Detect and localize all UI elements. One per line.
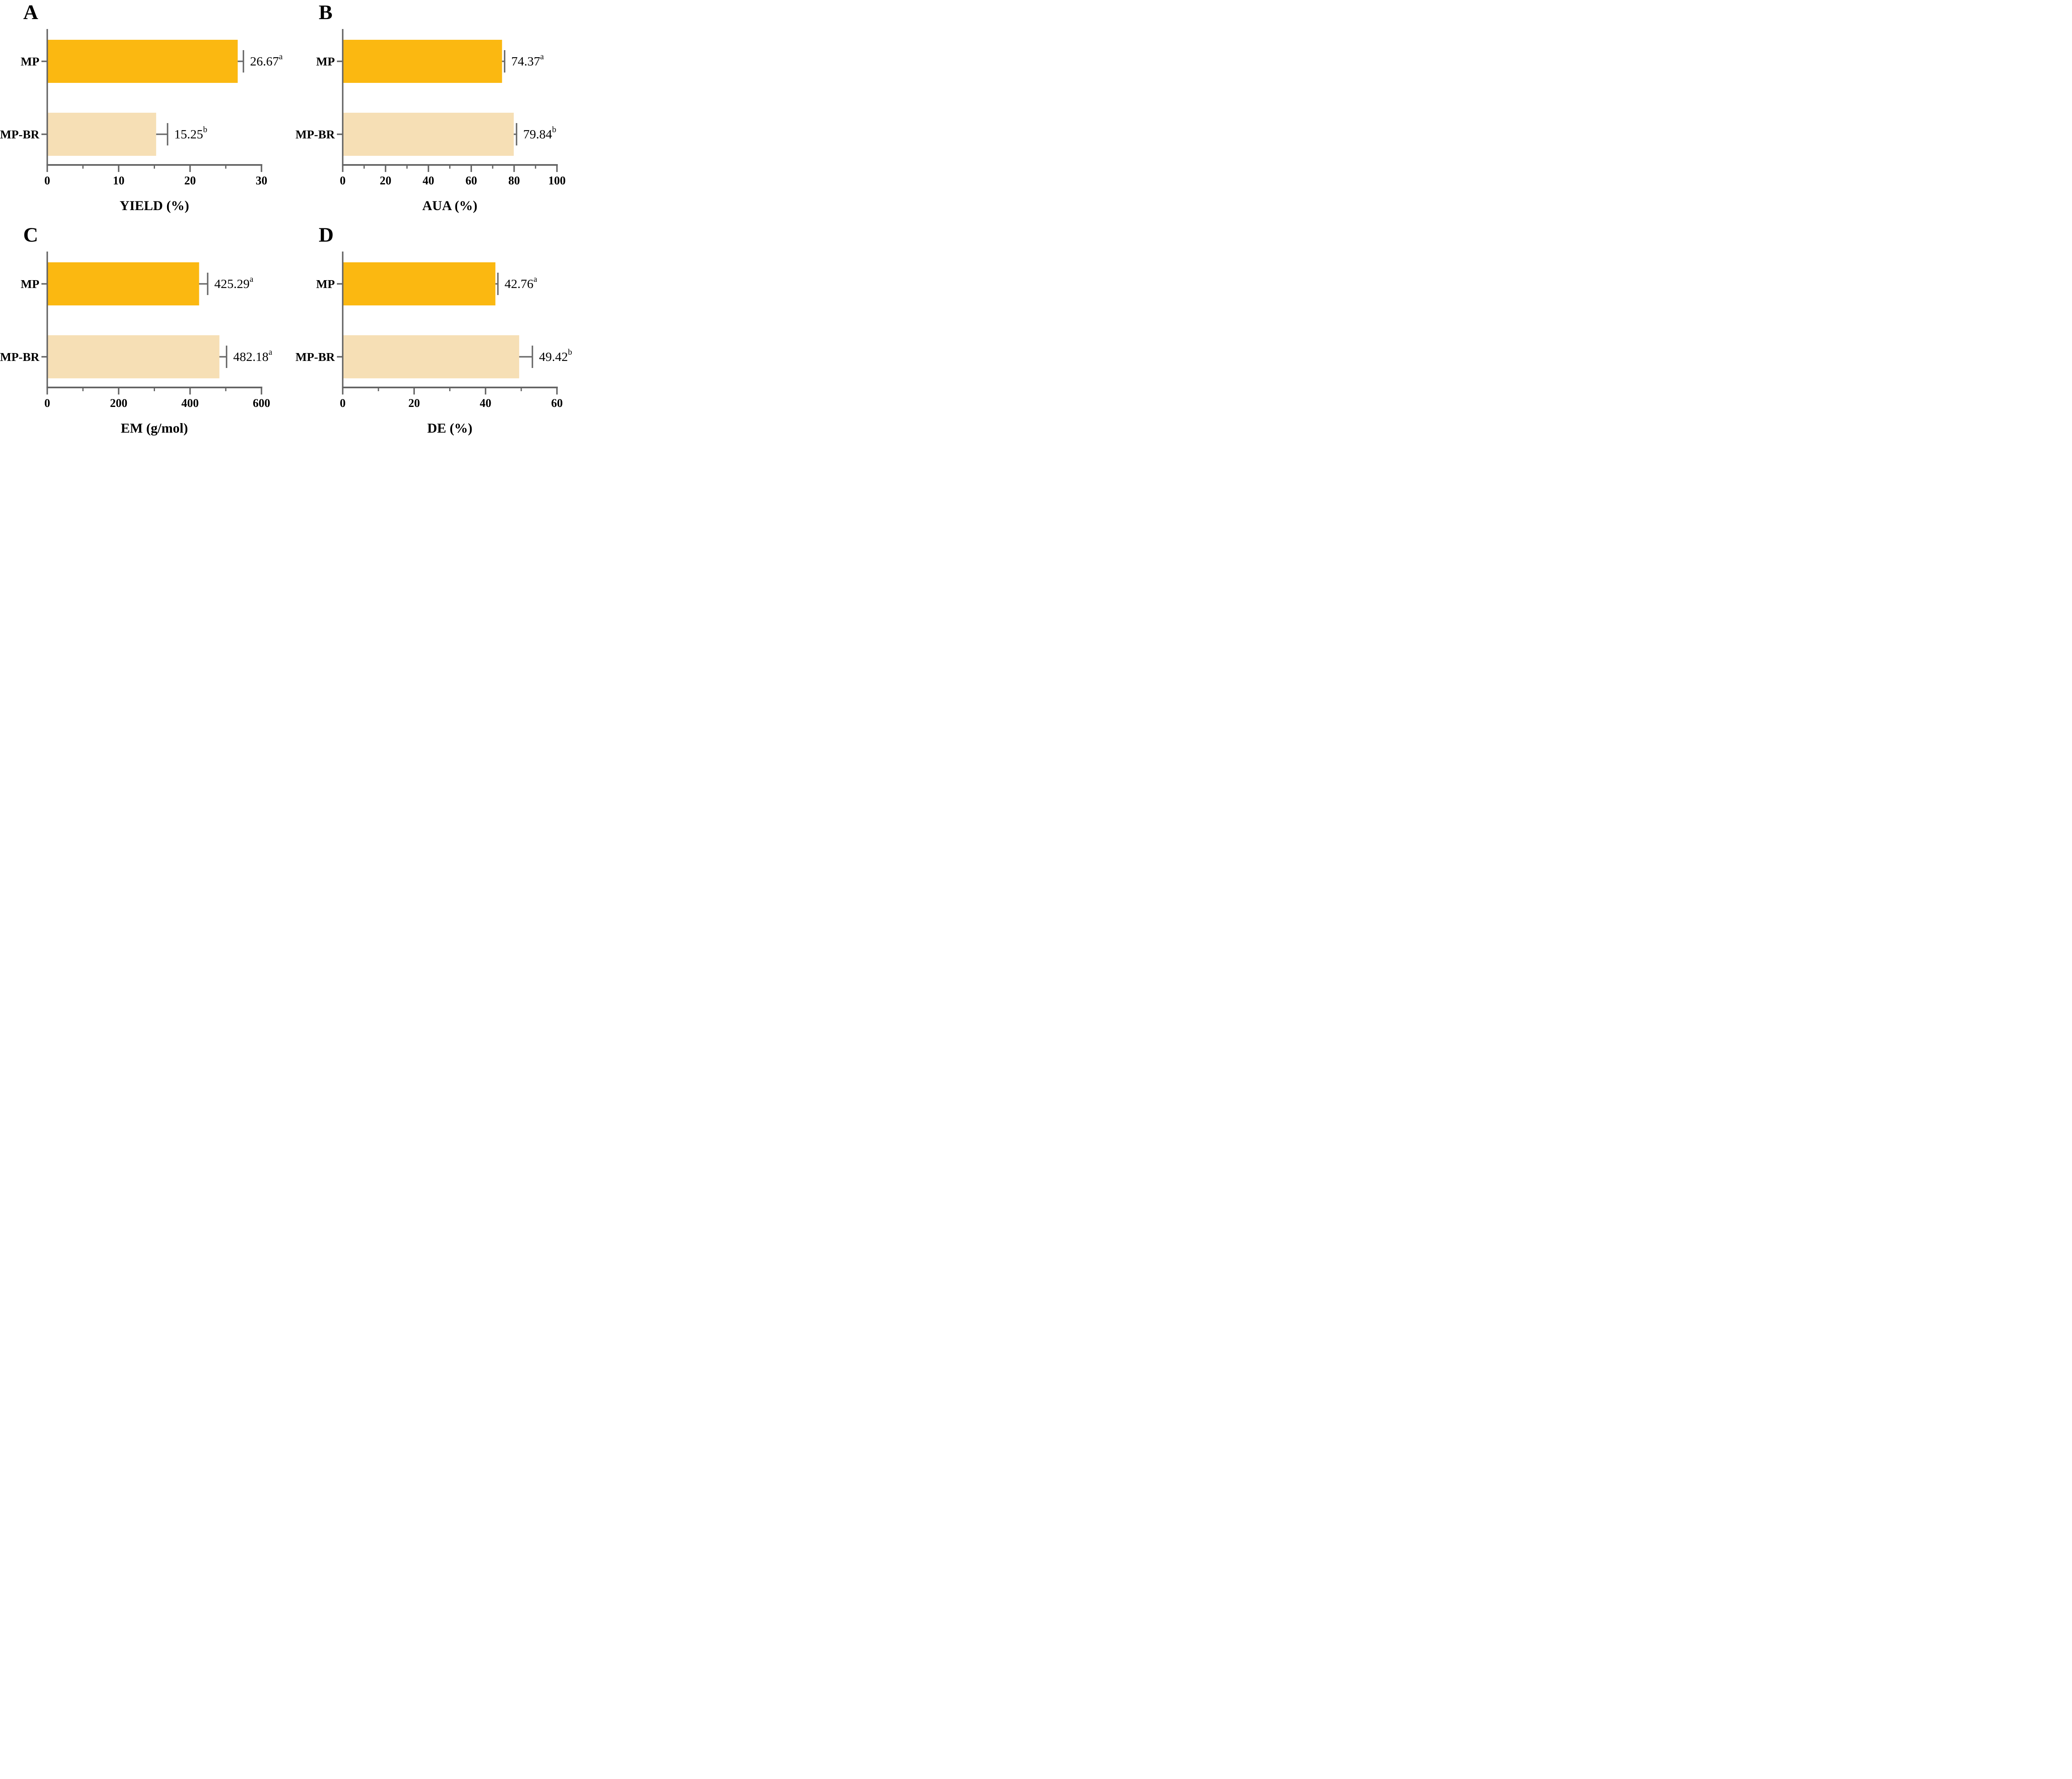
value-label-MP-BR: 79.84b xyxy=(523,125,556,141)
panel-b-letter: B xyxy=(319,0,333,24)
x-tick-label: 60 xyxy=(551,397,563,410)
category-label-MP: MP xyxy=(21,278,39,291)
x-tick-label: 200 xyxy=(110,397,127,410)
bar-MP xyxy=(47,262,199,305)
panel-a-plot: 0 10 20 30 MP MP-BR 26.67a 15.25b YIELD (%) xyxy=(0,29,283,213)
x-axis-title: EM (g/mol) xyxy=(121,421,188,436)
x-tick-label: 600 xyxy=(253,397,270,410)
panel-b-plot: 0 20 40 60 80 100 MP MP-BR 74.37a 79.84b AUA (%) xyxy=(295,29,566,213)
category-label-MP-BR: MP-BR xyxy=(295,128,335,141)
category-label-MP-BR: MP-BR xyxy=(0,128,40,141)
category-label-MP-BR: MP-BR xyxy=(0,351,40,364)
panel-c-letter: C xyxy=(23,223,39,246)
x-tick-label: 60 xyxy=(465,174,477,187)
x-tick-label: 80 xyxy=(508,174,520,187)
value-label-MP-BR: 482.18a xyxy=(233,348,272,364)
x-axis-title: YIELD (%) xyxy=(120,198,189,213)
x-tick-label: 0 xyxy=(340,397,346,410)
panel-d-letter: D xyxy=(319,223,334,246)
figure-grid: A 0 10 20 30 MP MP-BR 26.67a 15.25b YIELD (%) B … xyxy=(0,0,591,445)
bar-MP xyxy=(343,40,502,83)
value-label-MP: 74.37a xyxy=(511,52,544,68)
panel-a-letter: A xyxy=(23,0,39,24)
x-tick-label: 40 xyxy=(480,397,491,410)
panel-b: B 0 20 40 60 80 100 MP MP-BR 74.37a 79.84b AUA (%) xyxy=(295,0,591,223)
category-label-MP: MP xyxy=(21,55,39,68)
category-label-MP: MP xyxy=(316,278,335,291)
x-tick-label: 100 xyxy=(548,174,566,187)
panel-d: D 0 20 40 60 MP MP-BR 42.76a 49.42b DE (%) xyxy=(295,223,591,445)
bar-MP xyxy=(47,40,238,83)
panel-c: C 0 200 400 600 MP MP-BR 425.29a 482.18a EM (g/m… xyxy=(0,223,295,445)
x-tick-label: 20 xyxy=(408,397,420,410)
bar-MP xyxy=(343,262,496,305)
x-tick-label: 10 xyxy=(113,174,124,187)
value-label-MP-BR: 15.25b xyxy=(174,125,207,141)
value-label-MP: 26.67a xyxy=(250,52,283,68)
x-tick-label: 0 xyxy=(44,397,50,410)
x-tick-label: 400 xyxy=(182,397,199,410)
x-tick-label: 30 xyxy=(256,174,267,187)
x-tick-label: 20 xyxy=(380,174,391,187)
bar-MP-BR xyxy=(47,335,220,378)
x-tick-label: 0 xyxy=(340,174,346,187)
panel-d-plot: 0 20 40 60 MP MP-BR 42.76a 49.42b DE (%) xyxy=(295,252,572,436)
x-tick-label: 40 xyxy=(423,174,434,187)
x-axis-title: AUA (%) xyxy=(422,198,477,213)
bar-MP-BR xyxy=(343,335,519,378)
x-axis-title: DE (%) xyxy=(427,421,472,436)
value-label-MP: 42.76a xyxy=(504,275,537,291)
value-label-MP: 425.29a xyxy=(214,275,253,291)
panel-a: A 0 10 20 30 MP MP-BR 26.67a 15.25b YIELD (%) xyxy=(0,0,295,223)
category-label-MP: MP xyxy=(316,55,335,68)
x-tick-label: 20 xyxy=(184,174,196,187)
value-label-MP-BR: 49.42b xyxy=(539,348,572,364)
bar-MP-BR xyxy=(47,113,156,156)
category-label-MP-BR: MP-BR xyxy=(295,351,335,364)
bar-MP-BR xyxy=(343,113,514,156)
panel-c-plot: 0 200 400 600 MP MP-BR 425.29a 482.18a EM (g/mol… xyxy=(0,252,272,436)
x-tick-label: 0 xyxy=(44,174,50,187)
